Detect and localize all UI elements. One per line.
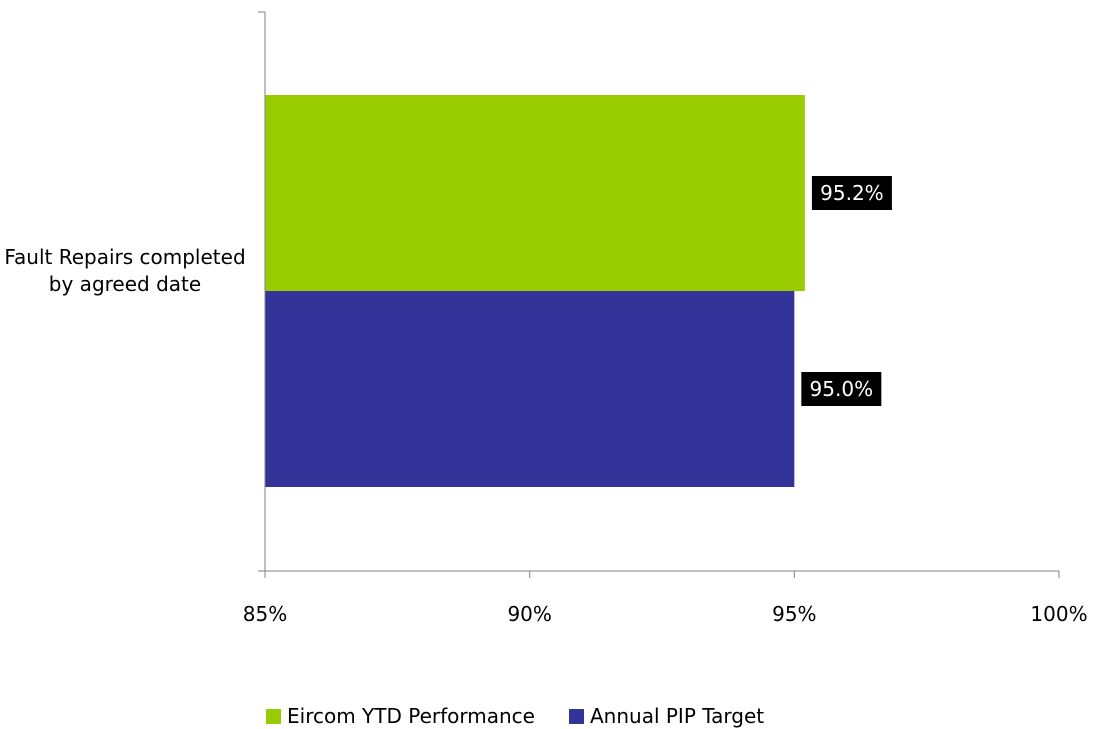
x-tick-label-1: 90%: [507, 602, 551, 626]
bar-series-0: [265, 95, 805, 291]
x-tick-label-2: 95%: [772, 602, 816, 626]
category-label: Fault Repairs completed by agreed date: [4, 245, 246, 296]
data-label-bg-series-0: [811, 176, 892, 210]
data-label-bg-series-1: [801, 372, 882, 406]
legend-swatch-series-0: [266, 708, 281, 724]
bar-series-1: [265, 291, 795, 487]
legend-label-series-1: Annual PIP Target: [589, 704, 765, 728]
x-tick-label-3: 100%: [1030, 602, 1087, 626]
legend-item-series-1: Annual PIP Target: [568, 704, 765, 728]
legend-swatch-series-1: [568, 708, 584, 724]
data-label-series-1: 95.0%: [810, 377, 874, 401]
legend-item-series-0: Eircom YTD Performance: [266, 704, 535, 728]
x-tick-label-0: 85%: [243, 602, 287, 626]
data-label-series-0: 95.2%: [820, 181, 884, 205]
legend: Eircom YTD Performance Annual PIP Target: [266, 703, 798, 729]
legend-label-series-0: Eircom YTD Performance: [287, 704, 535, 728]
